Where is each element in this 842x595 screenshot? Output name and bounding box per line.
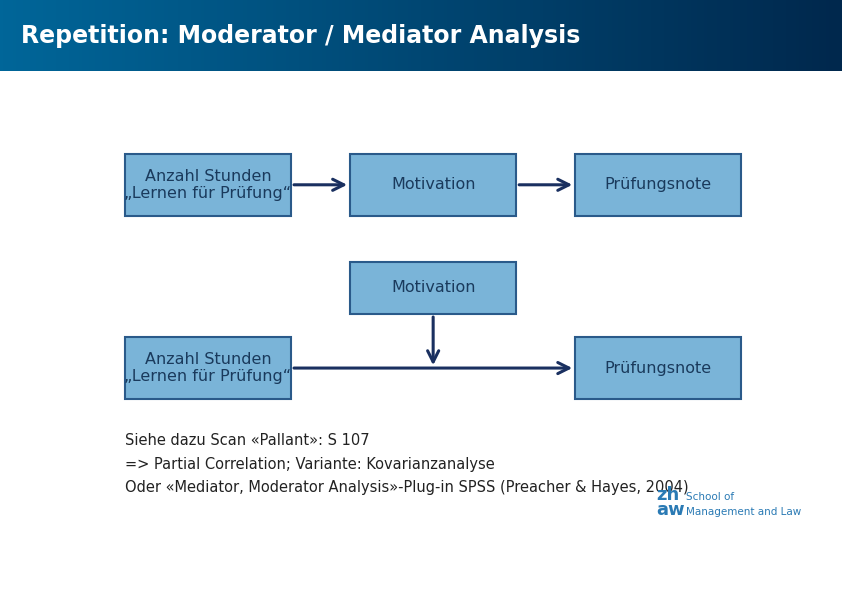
Text: School of: School of <box>686 492 734 502</box>
Text: Anzahl Stunden
„Lernen für Prüfung“: Anzahl Stunden „Lernen für Prüfung“ <box>125 352 291 384</box>
Text: Siehe dazu Scan «Pallant»: S 107
=> Partial Correlation; Variante: Kovarianzanal: Siehe dazu Scan «Pallant»: S 107 => Part… <box>125 433 689 495</box>
FancyBboxPatch shape <box>575 154 742 216</box>
Text: Anzahl Stunden
„Lernen für Prüfung“: Anzahl Stunden „Lernen für Prüfung“ <box>125 168 291 201</box>
Text: zh: zh <box>657 486 679 505</box>
FancyBboxPatch shape <box>125 154 291 216</box>
Text: Prüfungsnote: Prüfungsnote <box>605 361 711 375</box>
Text: Prüfungsnote: Prüfungsnote <box>605 177 711 192</box>
Text: Management and Law: Management and Law <box>686 507 802 517</box>
FancyBboxPatch shape <box>125 337 291 399</box>
FancyBboxPatch shape <box>575 337 742 399</box>
Text: Repetition: Moderator / Mediator Analysis: Repetition: Moderator / Mediator Analysi… <box>21 24 580 48</box>
FancyBboxPatch shape <box>350 262 516 314</box>
FancyBboxPatch shape <box>350 154 516 216</box>
Text: Motivation: Motivation <box>391 177 476 192</box>
Text: Motivation: Motivation <box>391 280 476 295</box>
Text: aw: aw <box>657 502 685 519</box>
